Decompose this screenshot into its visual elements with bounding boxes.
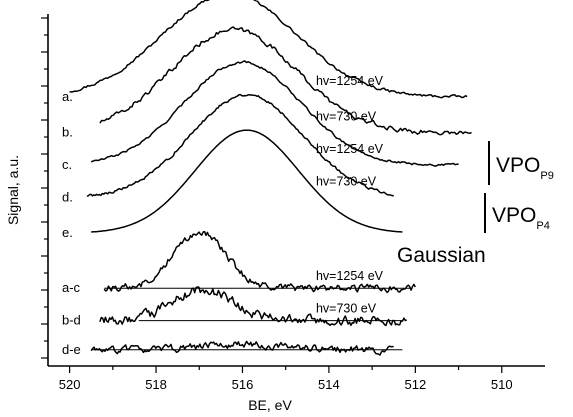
group-name-p9: VPO [496, 154, 540, 177]
spectra [69, 0, 472, 356]
x-tick-label: 518 [145, 377, 167, 392]
curve-label: e. [62, 225, 73, 240]
energy-label: hv=1254 eV [316, 269, 384, 283]
x-tick-label: 514 [318, 377, 340, 392]
group-label-p4: VPOP4 [492, 204, 550, 232]
x-ticks: 520 518 516 514 512 510 [59, 366, 513, 392]
gaussian-label: Gaussian [397, 244, 486, 267]
curve-label: d. [62, 190, 73, 205]
spectrum-e-line [91, 129, 403, 233]
group-vpo-p4: VPOP4 [484, 193, 550, 233]
curve-label: b-d [62, 313, 81, 328]
curve-label: d-e [62, 342, 81, 357]
curve-label: a-c [62, 280, 81, 295]
spectrum-ac-line [103, 230, 416, 294]
group-sub-p4: P4 [536, 220, 549, 232]
x-tick-label: 520 [59, 377, 81, 392]
spectrum-de-line [90, 340, 394, 356]
x-tick-label: 510 [491, 377, 513, 392]
energy-label: hv=730 eV [316, 302, 377, 316]
spectrum-a-line [69, 0, 468, 99]
axes [47, 14, 545, 367]
spectrum-bd-line [99, 286, 407, 327]
x-tick-label: 512 [404, 377, 426, 392]
group-sub-p9: P9 [540, 170, 553, 182]
x-tick-label: 516 [232, 377, 254, 392]
energy-label: hv=730 eV [316, 110, 377, 124]
energy-label: hv=1254 eV [316, 142, 384, 156]
spectrum-b-line [99, 26, 472, 136]
y-axis-label: Signal, a.u. [5, 155, 21, 225]
group-label-p9: VPOP9 [496, 154, 554, 182]
curve-label: a. [62, 89, 73, 104]
group-name-p4: VPO [492, 204, 536, 227]
spectrum-c-line [90, 60, 459, 167]
curve-label: b. [62, 125, 73, 140]
curve-labels: a. b. c. d. e. a-c b-d d-e [62, 89, 81, 357]
y-ticks [41, 17, 48, 359]
curve-label: c. [62, 157, 72, 172]
energy-label: hv=730 eV [316, 175, 377, 189]
energy-label: hv=1254 eV [316, 74, 384, 88]
group-vpo-p9: VPOP9 [488, 141, 554, 185]
x-axis-label: BE, eV [248, 397, 292, 413]
spectrum-d-line [86, 93, 394, 197]
energy-labels: hv=1254 eV hv=730 eV hv=1254 eV hv=730 eV hv… [316, 74, 384, 316]
